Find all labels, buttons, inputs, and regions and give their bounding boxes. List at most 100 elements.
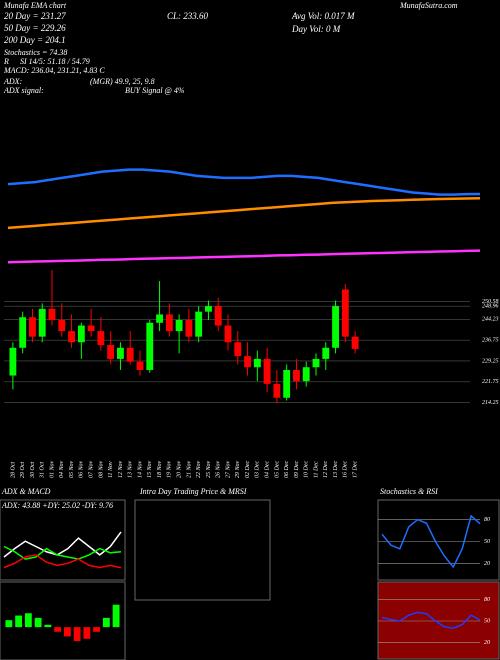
bar <box>112 604 120 628</box>
stoch-box <box>377 499 500 581</box>
candle-body <box>253 358 261 368</box>
adx-sig-val: BUY Signal @ 4% <box>125 86 185 95</box>
bar <box>15 615 23 628</box>
bar <box>63 627 71 637</box>
line <box>7 196 481 230</box>
y-tick-label: 221.75 <box>482 379 499 385</box>
x-tick-label: 20 Nov <box>176 460 182 478</box>
line <box>381 611 481 629</box>
x-tick-label: 11 Dec <box>313 461 319 478</box>
candle-body <box>165 314 173 332</box>
x-tick-label: 31 Oct <box>40 462 46 479</box>
panel-subtitle: ADX: 43.88 +DY: 25.02 -DY: 9.76 <box>1 501 113 510</box>
x-tick-label: 03 Dec <box>255 461 261 478</box>
x-tick-label: 25 Nov <box>206 460 212 478</box>
bar <box>102 617 110 628</box>
x-tick-label: 01 Nov <box>49 460 55 478</box>
x-tick-label: 06 Dec <box>284 461 290 478</box>
candle-body <box>136 361 144 370</box>
candle-body <box>244 356 251 368</box>
x-tick-label: 02 Dec <box>245 461 251 478</box>
y-tick-label: 20 <box>484 640 490 646</box>
x-tick-label: 29 Nov <box>235 460 241 478</box>
x-tick-label: 13 Dec <box>333 461 339 478</box>
bar <box>93 627 101 632</box>
x-tick-label: 29 Oct <box>20 462 26 478</box>
adx: ADX: <box>3 77 23 86</box>
x-tick-label: 05 Nov <box>69 460 75 478</box>
candle-body <box>312 358 320 368</box>
x-tick-label: 14 Nov <box>136 460 143 478</box>
candle-body <box>19 317 27 348</box>
macd-box <box>0 581 126 660</box>
candle-body <box>185 320 193 337</box>
x-tick-label: 27 Nov <box>225 460 231 478</box>
adx-val: (MGR) 49.9, 25, 9.8 <box>90 77 155 86</box>
x-tick-label: 18 Nov <box>157 460 163 478</box>
candle-body <box>351 336 359 349</box>
bar <box>44 624 52 628</box>
candle-body <box>175 320 183 332</box>
candle-body <box>205 306 212 312</box>
r: R <box>3 57 9 66</box>
x-tick-label: 11 Nov <box>108 461 114 478</box>
candle-body <box>302 367 310 382</box>
y-tick-label: 250.58 <box>482 299 499 305</box>
ma200: 200 Day = 204.1 <box>4 35 66 45</box>
candle-body <box>87 325 95 332</box>
close: CL: 233.60 <box>167 11 209 21</box>
line <box>3 531 122 558</box>
candle-body <box>38 308 46 337</box>
x-tick-label: 13 Nov <box>128 460 134 478</box>
x-tick-label: 09 Dec <box>294 461 300 478</box>
intraday-box <box>134 499 271 601</box>
candle-body <box>107 345 115 359</box>
candle-body <box>156 314 163 323</box>
day-vol: Day Vol: 0 M <box>291 24 341 34</box>
candle-body <box>9 347 17 376</box>
x-tick-label: 19 Nov <box>167 460 173 478</box>
banner: Munafa EMA chart <box>3 1 67 10</box>
ma20: 20 Day = 231.27 <box>4 11 66 21</box>
candle-body <box>293 370 300 382</box>
x-tick-label: 08 Nov <box>98 460 104 478</box>
source: MunafaSutra.com <box>399 1 458 10</box>
x-tick-label: 30 Oct <box>30 462 36 479</box>
panel-title: ADX & MACD <box>1 487 51 496</box>
line <box>7 249 481 264</box>
y-tick-label: 214.25 <box>482 399 499 406</box>
line <box>7 168 481 196</box>
x-tick-label: 10 Dec <box>304 461 310 478</box>
x-tick-label: 04 Dec <box>263 461 270 478</box>
x-tick-label: 12 Dec <box>323 461 329 478</box>
x-tick-label: 06 Nov <box>79 460 85 478</box>
rsi: SI 14/5: 51.18 / 54.79 <box>20 57 90 66</box>
candle-body <box>68 331 75 343</box>
y-tick-label: 80 <box>484 517 490 523</box>
candle-body <box>126 347 134 362</box>
x-tick-label: 16 Dec <box>343 461 349 478</box>
bar <box>34 617 42 628</box>
adx-sig: ADX signal: <box>3 86 44 95</box>
y-tick-label: 50 <box>484 539 490 545</box>
bar <box>73 627 81 642</box>
y-tick-label: 20 <box>484 561 490 567</box>
candle-body <box>195 311 203 337</box>
candle-body <box>283 370 291 398</box>
candle-body <box>146 322 154 370</box>
candle-body <box>341 289 349 337</box>
line <box>381 514 481 569</box>
x-tick-label: 22 Nov <box>196 460 202 478</box>
candle-body <box>117 347 124 359</box>
macd: MACD: 236.04, 231.21, 4.83 C <box>3 66 105 75</box>
candle-body <box>97 331 105 345</box>
x-tick-label: 28 Oct <box>10 462 16 478</box>
y-tick-label: 248.96 <box>482 303 499 310</box>
line <box>3 554 122 569</box>
adx-box <box>0 499 126 581</box>
candle-body <box>77 325 85 343</box>
x-tick-label: 15 Nov <box>147 460 153 478</box>
candle-body <box>48 308 56 320</box>
